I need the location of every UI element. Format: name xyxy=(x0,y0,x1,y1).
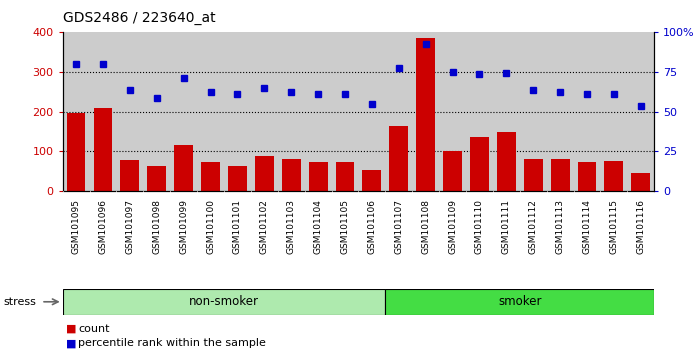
Text: GDS2486 / 223640_at: GDS2486 / 223640_at xyxy=(63,11,215,25)
Bar xyxy=(386,289,654,315)
Text: GSM101109: GSM101109 xyxy=(448,199,457,254)
Bar xyxy=(389,126,408,191)
Text: GSM101095: GSM101095 xyxy=(72,199,81,254)
Bar xyxy=(148,166,166,191)
Bar xyxy=(416,38,435,191)
Bar xyxy=(255,156,274,191)
Text: GSM101112: GSM101112 xyxy=(529,199,538,254)
Bar xyxy=(524,159,543,191)
Text: non-smoker: non-smoker xyxy=(189,295,259,308)
Text: percentile rank within the sample: percentile rank within the sample xyxy=(78,338,266,348)
Bar xyxy=(578,162,596,191)
Bar xyxy=(93,108,112,191)
Bar xyxy=(67,113,86,191)
Text: GSM101098: GSM101098 xyxy=(152,199,161,254)
Bar xyxy=(282,159,301,191)
Text: stress: stress xyxy=(3,297,36,307)
Text: GSM101114: GSM101114 xyxy=(583,199,592,254)
Bar xyxy=(335,162,354,191)
Bar xyxy=(631,173,650,191)
Text: GSM101104: GSM101104 xyxy=(314,199,323,254)
Text: count: count xyxy=(78,324,109,333)
Bar xyxy=(228,166,247,191)
Text: GSM101108: GSM101108 xyxy=(421,199,430,254)
Text: ■: ■ xyxy=(66,338,77,348)
Bar xyxy=(470,137,489,191)
Text: GSM101116: GSM101116 xyxy=(636,199,645,254)
Text: GSM101107: GSM101107 xyxy=(394,199,403,254)
Text: GSM101103: GSM101103 xyxy=(287,199,296,254)
Text: GSM101100: GSM101100 xyxy=(206,199,215,254)
Bar xyxy=(497,132,516,191)
Text: GSM101115: GSM101115 xyxy=(610,199,619,254)
Bar xyxy=(309,162,328,191)
Bar xyxy=(63,289,386,315)
Bar xyxy=(363,170,381,191)
Text: GSM101101: GSM101101 xyxy=(233,199,242,254)
Bar xyxy=(201,162,220,191)
Text: GSM101111: GSM101111 xyxy=(502,199,511,254)
Text: smoker: smoker xyxy=(498,295,541,308)
Bar xyxy=(551,159,569,191)
Bar xyxy=(120,160,139,191)
Text: ■: ■ xyxy=(66,324,77,333)
Text: GSM101097: GSM101097 xyxy=(125,199,134,254)
Text: GSM101096: GSM101096 xyxy=(98,199,107,254)
Text: GSM101110: GSM101110 xyxy=(475,199,484,254)
Bar xyxy=(443,152,462,191)
Bar xyxy=(605,161,624,191)
Text: GSM101099: GSM101099 xyxy=(179,199,188,254)
Bar xyxy=(174,145,193,191)
Text: GSM101105: GSM101105 xyxy=(340,199,349,254)
Text: GSM101102: GSM101102 xyxy=(260,199,269,254)
Text: GSM101113: GSM101113 xyxy=(555,199,564,254)
Text: GSM101106: GSM101106 xyxy=(367,199,377,254)
